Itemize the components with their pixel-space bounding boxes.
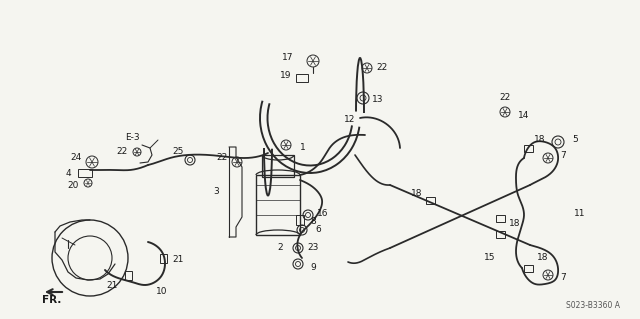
Text: 4: 4 — [65, 168, 71, 177]
Text: 12: 12 — [344, 115, 356, 124]
Text: 19: 19 — [280, 70, 292, 79]
Text: 2: 2 — [277, 243, 283, 253]
Bar — [78, 169, 92, 177]
Text: 22: 22 — [499, 93, 511, 102]
Text: 14: 14 — [518, 110, 530, 120]
Text: E-3: E-3 — [125, 133, 140, 143]
Text: 21: 21 — [172, 256, 184, 264]
Bar — [159, 254, 166, 263]
Bar — [296, 215, 304, 225]
Bar — [495, 214, 504, 221]
Text: 23: 23 — [307, 243, 319, 253]
Text: 18: 18 — [534, 136, 546, 145]
Text: 16: 16 — [317, 209, 329, 218]
Text: 9: 9 — [310, 263, 316, 272]
Text: 17: 17 — [282, 54, 294, 63]
Text: 18: 18 — [509, 219, 521, 227]
Text: 22: 22 — [116, 147, 127, 157]
Text: 15: 15 — [484, 254, 496, 263]
Bar — [296, 74, 308, 82]
Text: 8: 8 — [310, 218, 316, 226]
Text: 20: 20 — [67, 181, 79, 189]
Text: 24: 24 — [70, 152, 82, 161]
Text: 7: 7 — [560, 151, 566, 160]
Text: 1: 1 — [300, 144, 306, 152]
Bar — [426, 197, 435, 204]
Text: 18: 18 — [412, 189, 423, 198]
Bar — [524, 264, 532, 271]
Text: 13: 13 — [372, 95, 384, 105]
Text: 25: 25 — [172, 147, 184, 157]
Text: 7: 7 — [560, 273, 566, 283]
Text: 10: 10 — [156, 287, 168, 296]
Text: 5: 5 — [572, 136, 578, 145]
Bar — [262, 155, 294, 177]
Text: 22: 22 — [376, 63, 388, 72]
Text: 18: 18 — [537, 254, 548, 263]
Bar — [125, 271, 131, 279]
Text: 22: 22 — [216, 153, 228, 162]
Bar — [524, 145, 532, 152]
Bar — [495, 231, 504, 238]
Text: S023-B3360 A: S023-B3360 A — [566, 301, 620, 310]
Text: FR.: FR. — [42, 295, 61, 305]
Bar — [256, 175, 300, 235]
Text: 11: 11 — [574, 209, 586, 218]
Text: 6: 6 — [315, 226, 321, 234]
Text: 3: 3 — [213, 188, 219, 197]
Text: 21: 21 — [106, 280, 118, 290]
